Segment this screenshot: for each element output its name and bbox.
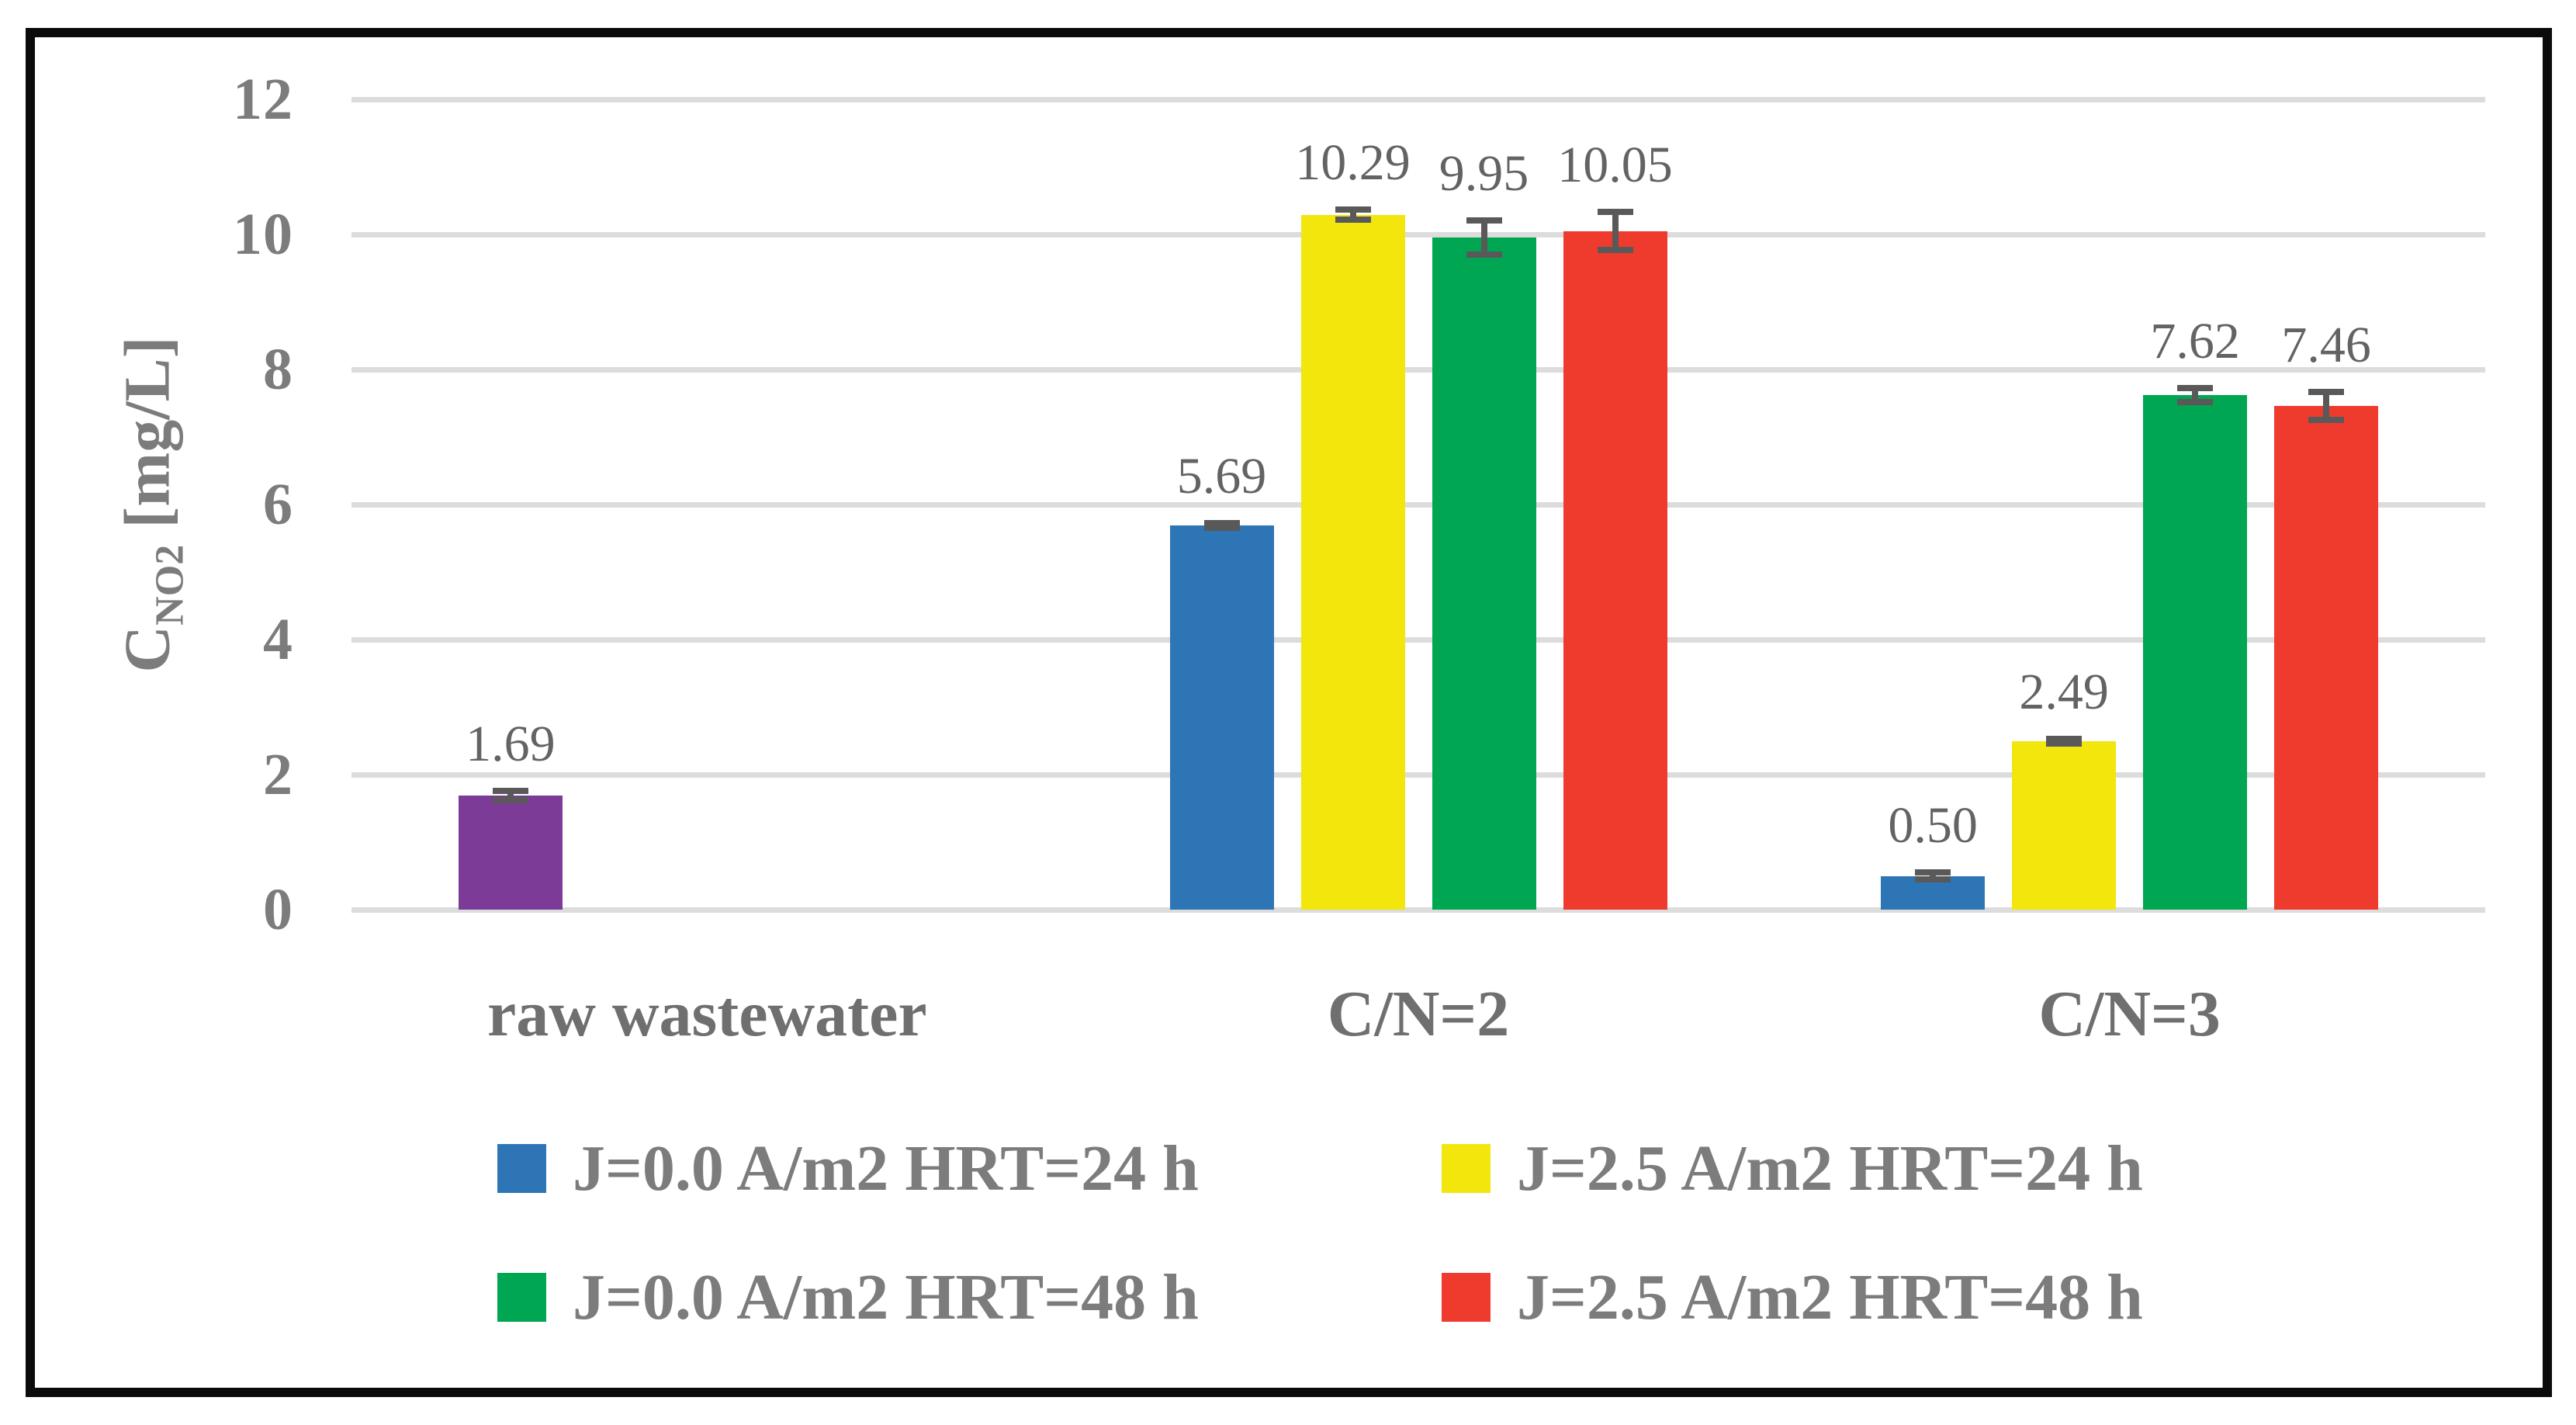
legend-label: J=0.0 A/m2 HRT=24 h <box>573 1132 1199 1205</box>
gridline-y2 <box>351 772 2485 778</box>
error-bar-cap-top <box>492 787 528 794</box>
legend-swatch <box>1442 1144 1491 1193</box>
data-label: 10.05 <box>1557 136 1673 193</box>
legend-label: J=2.5 A/m2 HRT=48 h <box>1517 1261 2143 1333</box>
gridline-y4 <box>351 637 2485 643</box>
y-tick-label: 6 <box>263 472 293 537</box>
error-bar <box>1203 520 1240 531</box>
bar-c-n-3-s1 <box>2012 741 2117 910</box>
y-axis-title: CNO2 [mg/L] <box>110 336 193 672</box>
bar-c-n-2-s1 <box>1300 214 1405 910</box>
data-label: 5.69 <box>1176 448 1267 504</box>
error-bar-cap-top <box>1597 208 1633 215</box>
error-bar-line <box>1349 206 1356 224</box>
legend-swatch <box>1442 1273 1491 1322</box>
error-bar-line <box>1930 869 1937 883</box>
legend-item: J=0.0 A/m2 HRT=24 h <box>497 1136 1390 1201</box>
bar-c-n-3-s3 <box>2274 405 2379 910</box>
gridline-y0 <box>351 907 2485 913</box>
error-bar-cap-bottom <box>2177 399 2214 406</box>
legend-item: J=2.5 A/m2 HRT=48 h <box>1442 1265 2334 1330</box>
data-label: 7.46 <box>2281 317 2371 374</box>
y-tick-label: 2 <box>263 742 293 807</box>
bar-c-n-2-s0 <box>1169 525 1274 910</box>
y-axis-title-subscript: NO2 <box>147 544 192 626</box>
y-axis-title-base: C <box>111 625 184 673</box>
error-bar-line <box>2192 385 2199 406</box>
gridline-y6 <box>351 502 2485 508</box>
error-bar-cap-bottom <box>2308 416 2345 423</box>
legend-swatch <box>497 1144 546 1193</box>
legend-item: J=0.0 A/m2 HRT=48 h <box>497 1265 1390 1330</box>
gridline-y10 <box>351 232 2485 238</box>
error-bar <box>1597 208 1633 254</box>
error-bar <box>2046 736 2083 747</box>
legend-item: J=2.5 A/m2 HRT=24 h <box>1442 1136 2334 1201</box>
bar-raw-wastewater-s0 <box>458 795 563 910</box>
y-tick-label: 8 <box>263 337 293 402</box>
error-bar <box>1915 869 1951 883</box>
y-tick-label: 0 <box>263 877 293 942</box>
error-bar-cap-bottom <box>1335 217 1371 224</box>
x-category-label: C/N=3 <box>2038 978 2221 1050</box>
error-bar-cap-top <box>2308 389 2345 396</box>
chart-frame <box>26 28 2552 1397</box>
gridline-y12 <box>351 97 2485 102</box>
error-bar-line <box>2323 389 2330 423</box>
error-bar-cap-top <box>1335 206 1371 213</box>
bar-c-n-2-s2 <box>1432 238 1536 910</box>
legend-label: J=2.5 A/m2 HRT=24 h <box>1517 1132 2143 1205</box>
error-bar <box>2308 389 2345 423</box>
error-bar-cap-bottom <box>1466 251 1502 258</box>
error-bar <box>492 787 528 804</box>
error-bar-cap-top <box>2046 736 2083 743</box>
error-bar-cap-bottom <box>1915 876 1951 883</box>
error-bar <box>1335 206 1371 224</box>
error-bar-cap-top <box>1915 869 1951 875</box>
gridline-y8 <box>351 367 2485 373</box>
data-label: 7.62 <box>2150 313 2240 369</box>
error-bar-cap-top <box>2177 385 2214 391</box>
data-label: 10.29 <box>1295 134 1411 192</box>
error-bar-cap-bottom <box>1203 524 1240 531</box>
error-bar-cap-top <box>1203 520 1240 526</box>
error-bar-line <box>1612 208 1619 254</box>
error-bar-cap-bottom <box>492 797 528 804</box>
x-category-label: raw wastewater <box>486 978 927 1050</box>
error-bar-cap-bottom <box>1597 247 1633 254</box>
data-label: 1.69 <box>466 715 556 772</box>
error-bar-cap-top <box>1466 217 1502 224</box>
error-bar <box>1466 217 1502 258</box>
data-label: 0.50 <box>1888 796 1978 854</box>
error-bar-line <box>1480 217 1487 258</box>
y-tick-label: 10 <box>233 202 293 267</box>
data-label: 9.95 <box>1439 145 1529 203</box>
error-bar-line <box>507 787 514 804</box>
y-axis-title-units: [mg/L] <box>111 336 184 545</box>
bar-c-n-2-s3 <box>1563 231 1667 910</box>
bar-c-n-3-s2 <box>2143 395 2248 910</box>
y-tick-label: 12 <box>233 67 293 132</box>
error-bar-cap-bottom <box>2046 740 2083 747</box>
y-tick-label: 4 <box>263 607 293 672</box>
x-category-label: C/N=2 <box>1327 978 1510 1050</box>
legend-swatch <box>497 1273 546 1322</box>
legend-label: J=0.0 A/m2 HRT=48 h <box>573 1261 1199 1333</box>
error-bar <box>2177 385 2214 406</box>
data-label: 2.49 <box>2019 664 2109 721</box>
